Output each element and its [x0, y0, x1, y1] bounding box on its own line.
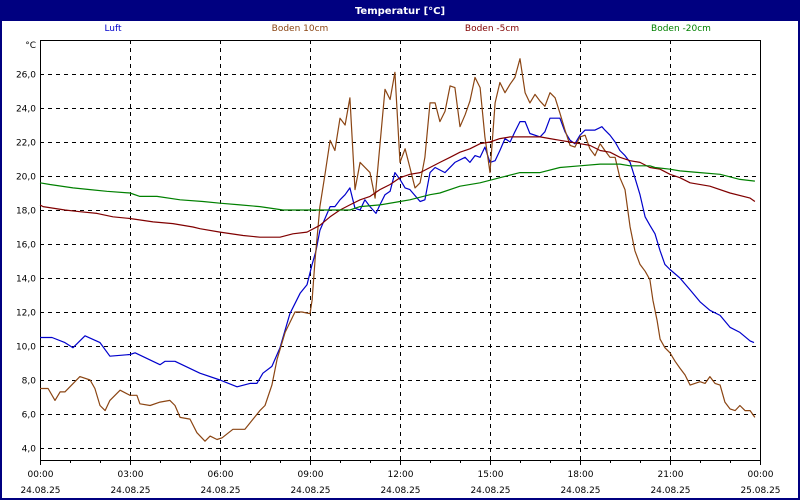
- y-tick-label: 14,0: [16, 275, 36, 285]
- y-tick-label: 12,0: [16, 309, 36, 319]
- x-tick-time: 21:00: [658, 470, 684, 480]
- y-axis-unit: °C: [25, 41, 36, 51]
- x-tick-date: 24.08.25: [380, 486, 420, 496]
- x-tick-time: 18:00: [568, 470, 594, 480]
- legend-item-luft: Luft: [104, 24, 122, 34]
- x-tick-date: 25.08.25: [740, 486, 780, 496]
- y-tick-label: 18,0: [16, 207, 36, 217]
- y-tick-label: 10,0: [16, 343, 36, 353]
- series-line-boden-5cm: [39, 136, 756, 238]
- x-tick-date: 24.08.25: [20, 486, 60, 496]
- y-tick-label: 6,0: [22, 411, 37, 421]
- y-tick-label: 16,0: [16, 241, 36, 251]
- series-line-boden-20cm: [39, 163, 755, 211]
- x-tick-time: 06:00: [208, 470, 234, 480]
- axes: [40, 40, 761, 465]
- x-tick-time: 15:00: [478, 470, 504, 480]
- y-tick-label: 24,0: [16, 105, 36, 115]
- x-tick-date: 24.08.25: [110, 486, 150, 496]
- x-tick-time: 09:00: [298, 470, 324, 480]
- x-tick-time: 03:00: [118, 470, 144, 480]
- legend-item-boden-10cm: Boden 10cm: [271, 24, 329, 34]
- x-tick-time: 00:00: [748, 470, 774, 480]
- chart-title: Temperatur [°C]: [2, 2, 798, 21]
- y-tick-label: 4,0: [22, 445, 37, 455]
- x-tick-date: 24.08.25: [560, 486, 600, 496]
- x-tick-date: 24.08.25: [200, 486, 240, 496]
- x-tick-date: 24.08.25: [470, 486, 510, 496]
- legend-item-boden-minus-5cm: Boden -5cm: [464, 24, 520, 34]
- x-tick-time: 12:00: [388, 470, 414, 480]
- x-tick-date: 24.08.25: [650, 486, 690, 496]
- y-tick-label: 26,0: [16, 71, 36, 81]
- data-series: [39, 58, 756, 442]
- y-tick-label: 20,0: [16, 173, 36, 183]
- y-tick-label: 22,0: [16, 139, 36, 149]
- series-line-boden-10cm: [40, 58, 756, 442]
- x-tick-time: 00:00: [28, 470, 54, 480]
- x-tick-date: 24.08.25: [290, 486, 330, 496]
- axis-labels: 4,0 6,0 8,0 10,0 12,0 14,0 16,0 18,0 20,0 22,0 24,…: [16, 41, 781, 496]
- series-line-luft: [40, 117, 755, 388]
- grid-lines: [40, 40, 760, 460]
- y-tick-label: 8,0: [22, 377, 37, 387]
- legend-item-boden-minus-20cm: Boden -20cm: [651, 24, 711, 34]
